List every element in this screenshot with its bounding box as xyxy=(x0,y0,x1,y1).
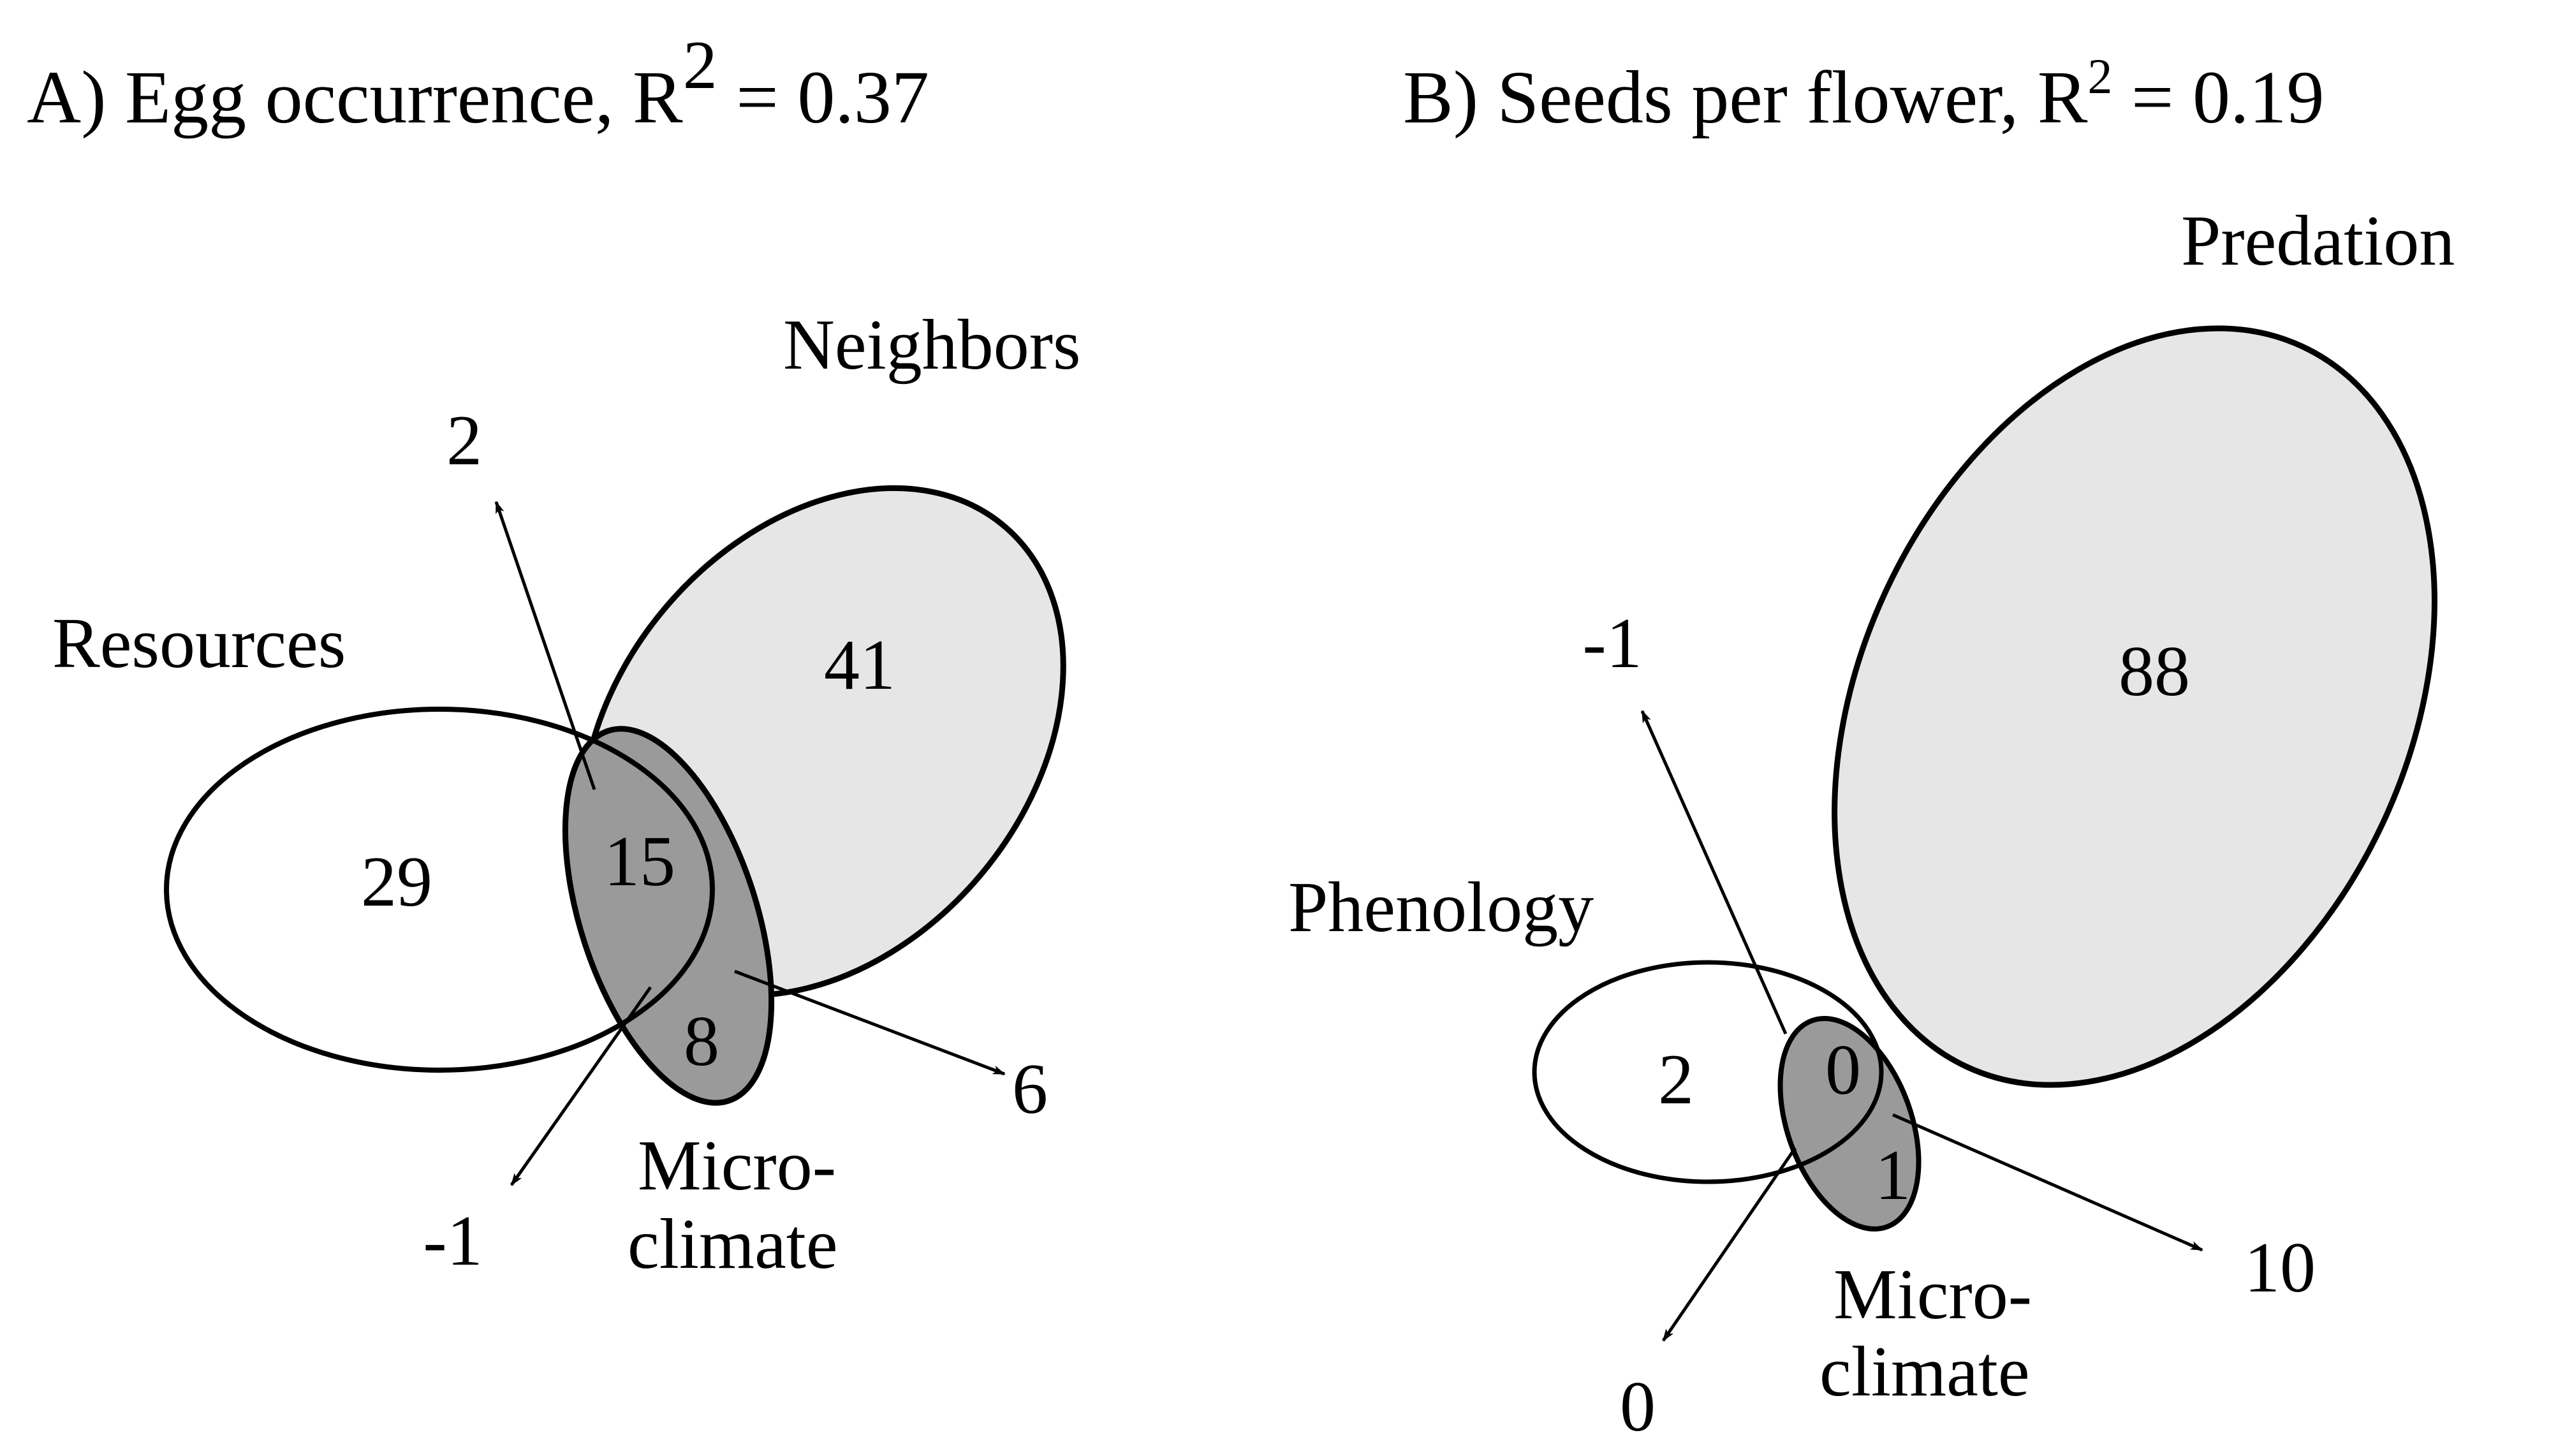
phenology-label: Phenology xyxy=(1288,868,1594,947)
arrow-a-down xyxy=(510,986,652,1186)
panel-b-title-tail: = 0.19 xyxy=(2112,55,2324,139)
value-microclimate-only-b: 1 xyxy=(1875,1136,1911,1215)
arrow-a-right xyxy=(734,969,1006,1076)
microclimate-ellipse-a xyxy=(562,726,775,1106)
panel-b-title-exponent: 2 xyxy=(2087,48,2112,104)
microclimate-label-line1-a: Micro- xyxy=(638,1126,836,1205)
value-overlap-center-a: 15 xyxy=(604,822,675,901)
panel-b-title-main: B) Seeds per flower, R xyxy=(1403,55,2088,139)
value-overlap-center-b: 0 xyxy=(1825,1031,1861,1110)
panel-a-title-main: A) Egg occurrence, R xyxy=(27,55,683,139)
neighbors-ellipse xyxy=(579,485,1066,999)
predation-ellipse xyxy=(1832,325,2437,1088)
panel-b-title: B) Seeds per flower, R2 = 0.19 xyxy=(1403,48,2324,139)
microclimate-label-line2-b: climate xyxy=(1819,1332,2030,1411)
arrow-b-up-label: -1 xyxy=(1582,604,1642,683)
resources-ellipse xyxy=(164,707,715,1073)
phenology-ellipse xyxy=(1532,960,1884,1184)
arrow-a-down-label: -1 xyxy=(423,1202,482,1281)
value-neighbors-only: 41 xyxy=(824,626,895,705)
panel-a-title-exponent: 2 xyxy=(683,27,717,103)
neighbors-label: Neighbors xyxy=(783,305,1081,385)
microclimate-label-line2-a: climate xyxy=(628,1205,838,1284)
value-microclimate-only-a: 8 xyxy=(684,1002,719,1081)
predation-label: Predation xyxy=(2181,202,2455,281)
arrow-a-up xyxy=(494,501,596,790)
microclimate-label-line1-b: Micro- xyxy=(1834,1255,2032,1334)
arrow-a-up-label: 2 xyxy=(446,401,482,480)
arrow-a-right-label: 6 xyxy=(1012,1050,1048,1129)
arrow-b-right xyxy=(1892,1113,2203,1252)
resources-label: Resources xyxy=(52,604,346,683)
value-predation-only: 88 xyxy=(2119,632,2190,711)
panel-a-title: A) Egg occurrence, R2 = 0.37 xyxy=(27,27,929,139)
panel-b: B) Seeds per flower, R2 = 0.19 Predation… xyxy=(1288,48,2455,1446)
panel-a: A) Egg occurrence, R2 = 0.37 Neighbors R… xyxy=(27,27,1081,1284)
arrow-b-down-label: 0 xyxy=(1620,1367,1656,1446)
arrow-b-up xyxy=(1640,710,1788,1035)
value-phenology-only: 2 xyxy=(1658,1040,1694,1119)
panel-a-title-tail: = 0.37 xyxy=(717,55,929,139)
microclimate-ellipse-b xyxy=(1777,1016,1922,1232)
value-resources-only: 29 xyxy=(361,842,432,922)
arrow-b-down xyxy=(1661,1147,1797,1342)
arrow-b-right-label: 10 xyxy=(2244,1228,2316,1307)
